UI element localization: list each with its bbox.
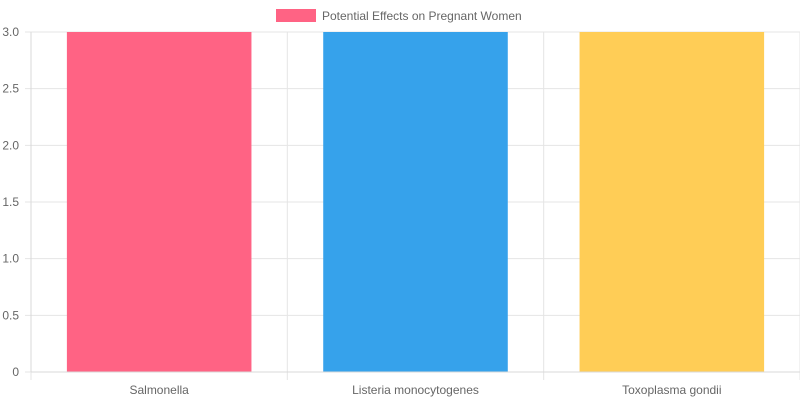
bars	[66, 32, 765, 372]
bar-toxoplasma-gondii	[579, 32, 765, 372]
legend-swatch[interactable]	[276, 9, 316, 22]
y-tick-label: 3.0	[2, 25, 19, 39]
x-tick-label: Listeria monocytogenes	[352, 383, 479, 397]
bar-listeria-monocytogenes	[323, 32, 508, 372]
bar-salmonella	[66, 32, 252, 372]
y-tick-label: 0.5	[2, 308, 19, 322]
legend-label[interactable]: Potential Effects on Pregnant Women	[322, 9, 522, 23]
y-tick-label: 1.0	[2, 252, 19, 266]
y-tick-label: 1.5	[2, 195, 19, 209]
y-axis: 0 0.5 1.0 1.5 2.0 2.5 3.0	[2, 25, 32, 379]
x-axis: Salmonella Listeria monocytogenes Toxoplas…	[31, 371, 800, 397]
x-tick-label: Toxoplasma gondii	[622, 383, 721, 397]
legend[interactable]: Potential Effects on Pregnant Women	[276, 9, 522, 23]
y-tick-label: 2.5	[2, 82, 19, 96]
y-tick-label: 2.0	[2, 138, 19, 152]
x-tick-label: Salmonella	[129, 383, 189, 397]
y-tick-label: 0	[12, 365, 19, 379]
